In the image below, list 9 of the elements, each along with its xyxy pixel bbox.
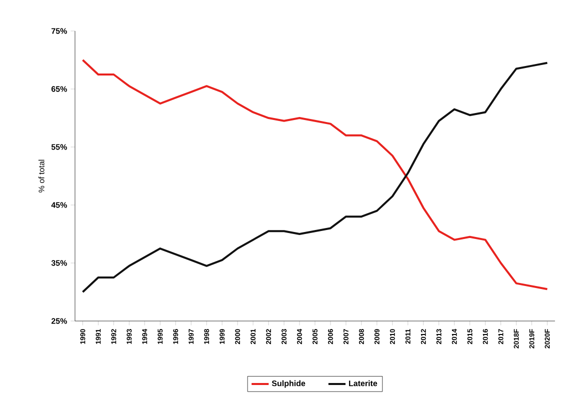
y-tick-label: 75% — [52, 28, 67, 34]
y-axis-title: % of total — [38, 160, 44, 192]
y-tick-label: 35% — [51, 260, 67, 266]
legend-label: Sulphide — [272, 380, 306, 388]
y-tick-label: 25% — [51, 318, 67, 324]
y-tick-label: 55% — [51, 144, 67, 150]
legend-label: Laterite — [349, 380, 378, 386]
y-tick-label: 65% — [51, 86, 67, 92]
y-tick-label: 45% — [51, 202, 67, 208]
